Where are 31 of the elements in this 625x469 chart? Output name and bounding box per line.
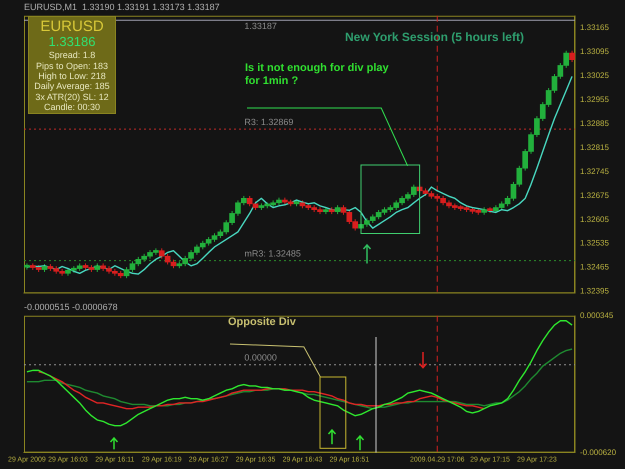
y-tick-label: 1.33165 [580,22,610,32]
ref-line-label: mR3: 1.32485 [244,248,301,259]
y-tick-label: 1.32465 [580,262,610,272]
y-tick-label: 1.33025 [580,70,610,80]
ref-line-label: R3: 1.32869 [244,117,294,128]
y-tick-label: 0.000345 [580,311,614,320]
annotation: New York Session (5 hours left) [345,30,524,44]
y-tick-label: 1.32605 [580,214,610,224]
annotation: Spread: 1.8 [48,50,96,61]
annotation: Opposite Div [228,316,296,330]
annotation: Candle: 00:30 [42,102,102,112]
y-tick-label: 1.32955 [580,94,610,104]
y-tick-label: 1.32745 [580,166,610,176]
annotation: Is it not enough for div play for 1min ? [245,62,390,88]
annotation: 1.33186 [48,34,96,50]
ref-line-label: 1.33187 [244,21,277,32]
y-tick-label: -0.000620 [580,448,617,457]
y-tick-label: 1.32885 [580,118,610,128]
annotation: High to Low: 218 [38,70,107,82]
chart-title: EURUSD,M1 1.33190 1.33191 1.33173 1.33187 [24,2,220,12]
y-tick-label: 1.32535 [580,238,610,248]
chart-title: -0.0000515 -0.0000678 [24,302,118,312]
annotation: Daily Average: 185 [33,81,111,92]
y-tick-label: 1.32395 [580,286,610,296]
y-tick-label: 1.33095 [580,46,610,56]
y-tick-label: 1.32815 [580,142,610,152]
annotation: EURUSD [39,18,105,36]
ref-line-label: 0.00000 [244,352,277,363]
annotation: Pips to Open: 183 [34,60,110,71]
annotation: 3x ATR(20) SL: 12 [34,92,110,102]
y-tick-label: 1.32675 [580,190,610,200]
